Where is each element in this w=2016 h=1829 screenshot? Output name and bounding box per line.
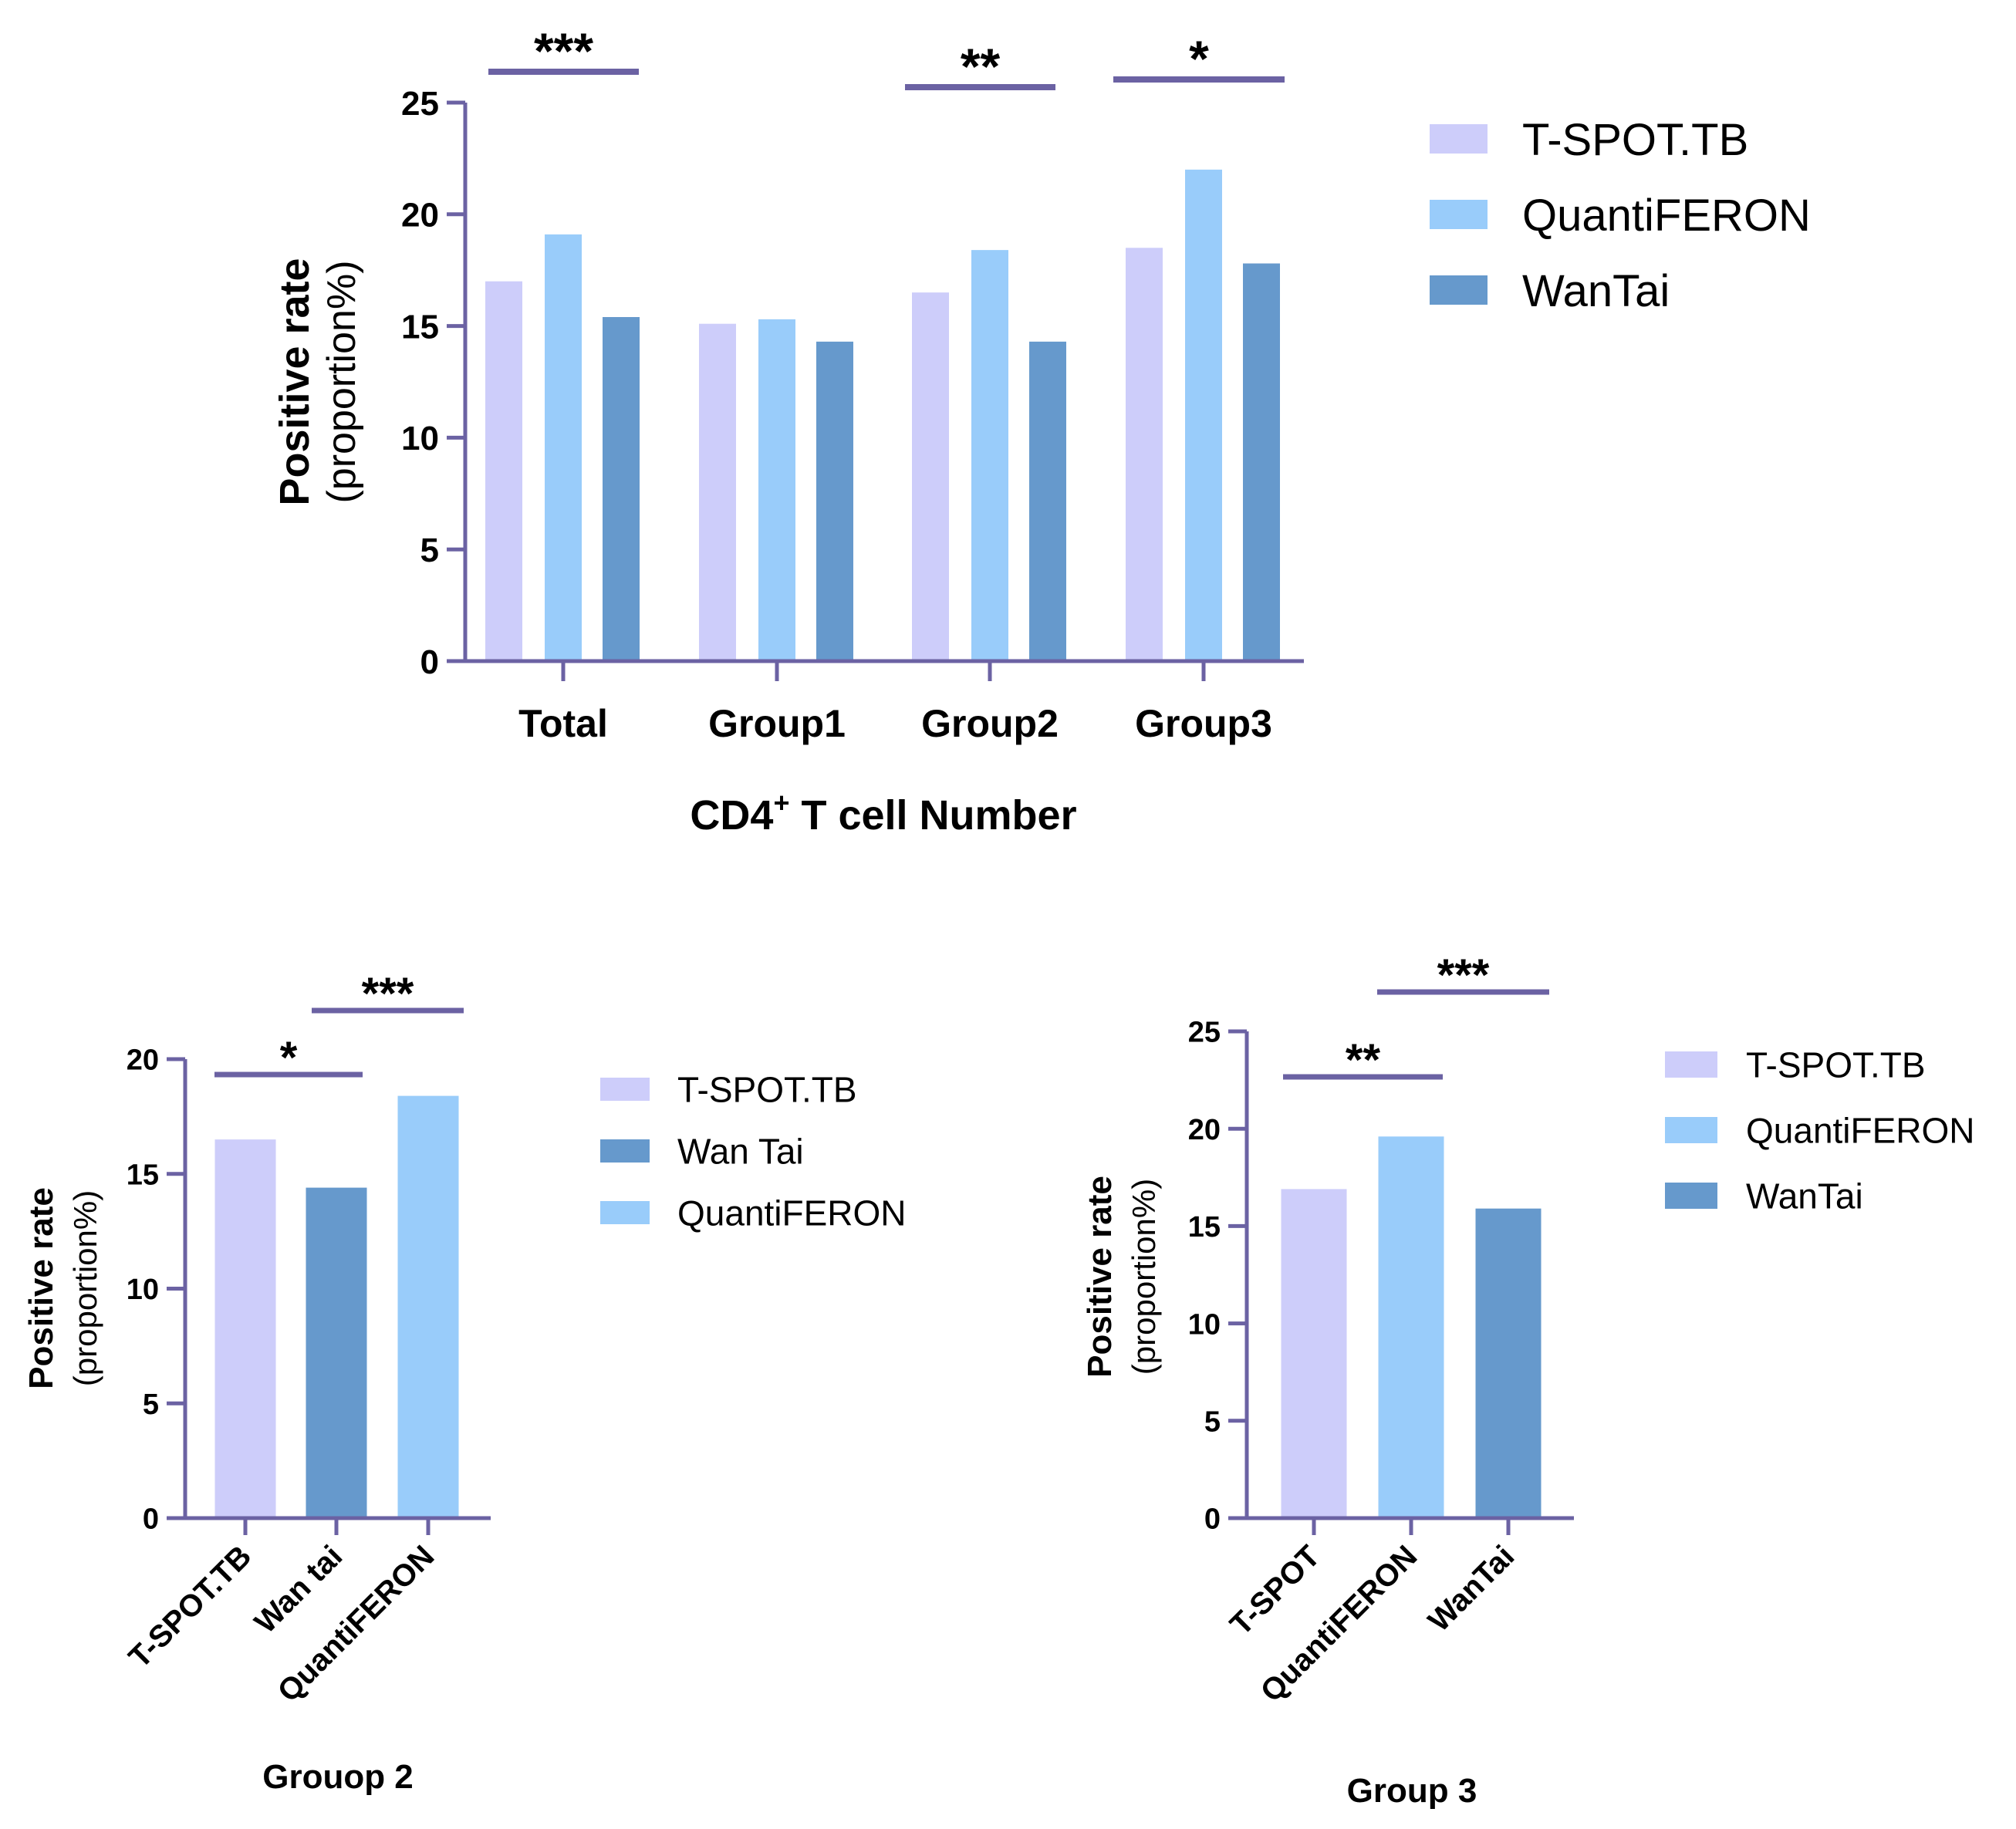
legend-swatch — [1430, 275, 1488, 305]
legend-label: WanTai — [1522, 266, 1670, 316]
bar — [699, 323, 736, 661]
bar — [306, 1187, 367, 1518]
y-tick-label: 0 — [143, 1503, 159, 1536]
bar — [1029, 341, 1066, 661]
x-tick-label: Group3 — [1135, 702, 1272, 745]
significance-label: *** — [362, 969, 414, 1019]
bar — [545, 234, 582, 661]
bar — [1281, 1189, 1347, 1518]
x-tick-label: T-SPOT.TB — [123, 1539, 258, 1675]
significance-label: ** — [961, 38, 1001, 95]
y-tick-label: 0 — [1204, 1503, 1221, 1536]
chart-group3: 0 5 10 15 20 25 Positive rate (proportion%) T-SP… — [1081, 950, 1975, 1810]
legend-swatch — [600, 1078, 650, 1101]
x-tick-label: QuantiFERON — [272, 1539, 441, 1709]
x-axis-title-rest: T cell Number — [789, 792, 1076, 839]
bar — [816, 341, 853, 661]
y-axis-title: Positive rate — [22, 1187, 60, 1389]
significance-label: * — [1189, 30, 1209, 87]
x-tick-label: Total — [518, 702, 608, 745]
x-tick-label: Group1 — [708, 702, 846, 745]
x-axis-title: Group 3 — [1347, 1772, 1477, 1810]
y-tick-label: 15 — [127, 1159, 159, 1191]
legend-label: QuantiFERON — [1746, 1111, 1975, 1151]
x-axis-title-superscript: + — [773, 787, 789, 818]
legend-swatch — [600, 1201, 650, 1224]
significance-label: * — [280, 1033, 298, 1083]
legend-label: T-SPOT.TB — [1746, 1045, 1926, 1085]
y-tick-label: 5 — [1204, 1405, 1221, 1438]
legend-swatch — [1430, 200, 1488, 229]
legend-label: QuantiFERON — [1522, 191, 1811, 241]
bar — [758, 319, 795, 661]
x-axis-title: CD4+ T cell Number — [690, 787, 1076, 839]
significance-label: *** — [1437, 950, 1490, 1001]
x-axis-title-main: CD4 — [690, 792, 773, 839]
significance-label: ** — [1346, 1035, 1381, 1085]
bar — [397, 1095, 459, 1518]
y-tick-label: 15 — [401, 308, 439, 346]
y-tick-label: 20 — [1188, 1114, 1221, 1146]
y-tick-label: 15 — [1188, 1211, 1221, 1244]
legend-swatch — [1430, 124, 1488, 154]
bar — [1475, 1208, 1542, 1518]
chart-top: 0 5 10 15 20 25 Positive rate (proportion%) Tota… — [272, 22, 1811, 839]
y-axis-subtitle: (proportion%) — [1126, 1179, 1162, 1375]
legend-label: WanTai — [1746, 1176, 1863, 1217]
x-axis-title: Grouop 2 — [262, 1758, 414, 1796]
bar — [603, 317, 640, 661]
bar — [1243, 263, 1280, 662]
significance-label: *** — [534, 22, 593, 79]
bar — [912, 292, 949, 661]
bar — [1378, 1136, 1444, 1518]
y-axis-subtitle: (proportion%) — [67, 1190, 103, 1386]
legend-label: QuantiFERON — [677, 1193, 907, 1233]
y-tick-label: 20 — [401, 197, 439, 235]
legend-label: Wan Tai — [677, 1132, 804, 1172]
bar — [1185, 169, 1222, 661]
y-tick-label: 25 — [401, 85, 439, 123]
y-tick-label: 5 — [143, 1389, 159, 1421]
bar — [485, 281, 522, 661]
legend-swatch — [1665, 1051, 1717, 1078]
y-tick-label: 0 — [420, 643, 439, 681]
y-tick-label: 10 — [127, 1274, 159, 1306]
legend-swatch — [1665, 1183, 1717, 1209]
bar — [1126, 248, 1163, 661]
y-tick-label: 10 — [401, 420, 439, 457]
y-axis-title: Positive rate — [272, 258, 318, 505]
x-tick-label: WanTai — [1422, 1539, 1521, 1638]
legend-label: T-SPOT.TB — [677, 1070, 857, 1110]
y-tick-label: 25 — [1188, 1017, 1221, 1049]
legend-swatch — [600, 1139, 650, 1163]
y-axis-title: Positive rate — [1081, 1176, 1119, 1378]
legend-label: T-SPOT.TB — [1522, 115, 1748, 165]
y-tick-label: 5 — [420, 531, 439, 569]
legend-swatch — [1665, 1117, 1717, 1143]
x-tick-label: Group2 — [921, 702, 1059, 745]
y-tick-label: 10 — [1188, 1308, 1221, 1341]
x-tick-label: T-SPOT — [1224, 1539, 1326, 1642]
y-tick-label: 20 — [127, 1044, 159, 1077]
bar — [971, 250, 1008, 661]
y-axis-subtitle: (proportion%) — [319, 260, 364, 503]
bar — [214, 1139, 276, 1518]
chart-group2: 0 5 10 15 20 Positive rate (proportion%) T-SPOT… — [22, 969, 907, 1796]
